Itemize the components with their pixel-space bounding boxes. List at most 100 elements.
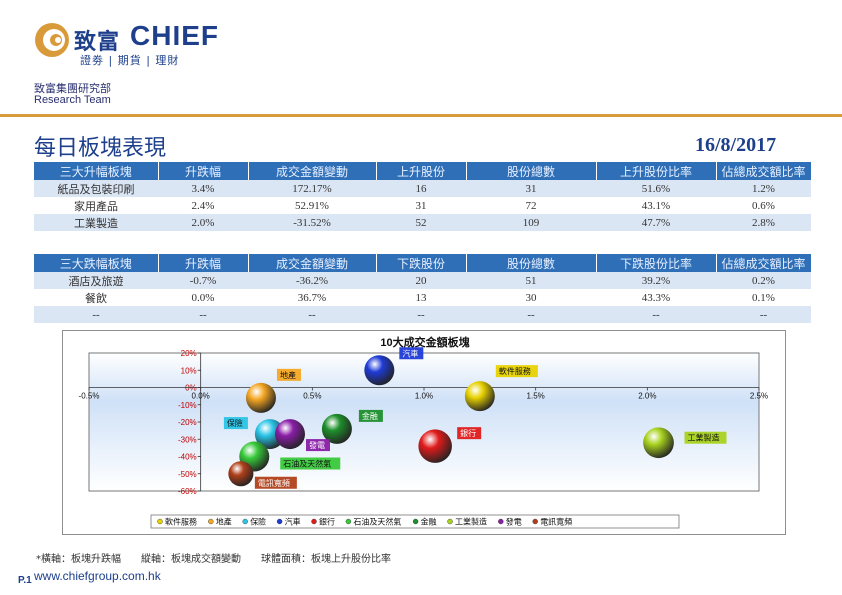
column-header: 下跌股份 bbox=[376, 254, 467, 272]
top-rising-sectors-table: 三大升幅板塊 升跌幅 成交金額變動 上升股份 股份總數 上升股份比率 佔總成交額… bbox=[34, 162, 812, 231]
column-header: 佔總成交額比率 bbox=[716, 254, 812, 272]
table-cell: 31 bbox=[376, 197, 466, 214]
column-header: 佔總成交額比率 bbox=[716, 162, 812, 180]
bubble-label: 發電 bbox=[309, 441, 325, 450]
legend-marker bbox=[242, 518, 248, 525]
department-en: Research Team bbox=[34, 94, 111, 106]
page-title: 每日板塊表現 bbox=[34, 136, 167, 161]
bubble-3 bbox=[364, 355, 395, 386]
bubble-label-box bbox=[223, 417, 248, 430]
y-tick-label: -30% bbox=[178, 435, 197, 444]
y-tick-label: -20% bbox=[178, 418, 197, 427]
column-header: 股份總數 bbox=[466, 162, 597, 180]
column-header: 成交金額變動 bbox=[248, 254, 377, 272]
bubble-label: 軟件服務 bbox=[499, 366, 531, 376]
bubble-label-box bbox=[457, 427, 482, 440]
table-cell: 3.4% bbox=[158, 180, 248, 197]
table-cell: 43.1% bbox=[596, 197, 716, 214]
legend-marker bbox=[345, 518, 352, 525]
y-tick-label: -40% bbox=[178, 453, 197, 462]
table-cell: 13 bbox=[376, 289, 466, 306]
legend-entry: 石油及天然氣 bbox=[353, 517, 401, 527]
table-cell: 工業製造 bbox=[34, 214, 158, 231]
column-header: 上升股份比率 bbox=[596, 162, 717, 180]
legend-entry: 發電 bbox=[506, 518, 522, 527]
table-cell: 紙品及包裝印刷 bbox=[34, 180, 158, 197]
y-tick-label: -60% bbox=[178, 487, 197, 496]
legend-marker bbox=[447, 518, 453, 525]
bubble-label-box bbox=[684, 431, 727, 444]
table-cell: 2.4% bbox=[158, 197, 248, 214]
table-cell: 52.91% bbox=[248, 197, 376, 214]
table-cell: 0.1% bbox=[716, 289, 811, 306]
bubble-label: 電訊寬頻 bbox=[258, 478, 290, 488]
x-tick-label: 2.5% bbox=[750, 392, 768, 401]
table-cell: 0.6% bbox=[716, 197, 811, 214]
table-row: -- -- -- -- -- -- -- bbox=[34, 306, 811, 323]
bubble-label: 石油及天然氣 bbox=[283, 459, 331, 469]
brand-logo-icon bbox=[35, 23, 69, 57]
table-cell: 51 bbox=[466, 272, 596, 289]
bubble-label: 銀行 bbox=[460, 428, 476, 438]
x-tick-label: -0.5% bbox=[79, 392, 100, 401]
bubble-label: 地產 bbox=[280, 370, 296, 380]
column-header: 三大升幅板塊 bbox=[34, 162, 159, 180]
legend-marker bbox=[157, 518, 163, 525]
bubble-label-box bbox=[358, 409, 383, 422]
brand-name-cn: 致富 bbox=[74, 30, 121, 55]
page-number: P.1 bbox=[18, 575, 32, 586]
bubble-label: 工業製造 bbox=[688, 433, 720, 443]
y-tick-label: -10% bbox=[178, 401, 197, 410]
bubble-label-box bbox=[254, 476, 297, 489]
bubble-label-box bbox=[276, 368, 301, 381]
brand-tagline: 證劵 | 期貨 | 理財 bbox=[80, 54, 180, 67]
website-link[interactable]: www.chiefgroup.com.hk bbox=[34, 569, 161, 583]
legend-marker bbox=[412, 518, 419, 525]
table-cell: -- bbox=[596, 306, 716, 323]
table-cell: 47.7% bbox=[596, 214, 716, 231]
table-cell: 36.7% bbox=[248, 289, 376, 306]
chart-footnote: *橫軸：板塊升跌幅 縱軸：板塊成交額變動 球體面積：板塊上升股份比率 bbox=[36, 554, 391, 565]
chart-legend: 軟件服務 地產 保險 汽車 銀行 石油及天然氣 金融 工業製造 發電 電訊寬頻 bbox=[150, 514, 680, 529]
table-cell: 2.8% bbox=[716, 214, 811, 231]
legend-entry: 金融 bbox=[421, 517, 437, 527]
legend-entry: 軟件服務 bbox=[165, 517, 197, 527]
table-cell: 1.2% bbox=[716, 180, 811, 197]
legend-entry: 電訊寬頻 bbox=[540, 517, 572, 527]
legend-marker bbox=[532, 518, 538, 525]
table-cell: 43.3% bbox=[596, 289, 716, 306]
table-cell: 52 bbox=[376, 214, 466, 231]
top-falling-sectors-table: 三大跌幅板塊 升跌幅 成交金額變動 下跌股份 股份總數 下跌股份比率 佔總成交額… bbox=[34, 254, 812, 323]
table-cell: 家用產品 bbox=[34, 197, 158, 214]
table-cell: 餐飲 bbox=[34, 289, 158, 306]
legend-marker bbox=[498, 518, 504, 525]
x-tick-label: 0.0% bbox=[192, 392, 210, 401]
table-cell: 0.2% bbox=[716, 272, 811, 289]
bubble-8 bbox=[275, 419, 305, 450]
table-cell: 0.0% bbox=[158, 289, 248, 306]
y-tick-label: 0% bbox=[185, 384, 197, 393]
table-row: 工業製造 2.0% -31.52% 52 109 47.7% 2.8% bbox=[34, 214, 811, 231]
table-cell: -36.2% bbox=[248, 272, 376, 289]
table-row: 紙品及包裝印刷 3.4% 172.17% 16 31 51.6% 1.2% bbox=[34, 180, 811, 197]
table-cell: -0.7% bbox=[158, 272, 248, 289]
table-cell: 109 bbox=[466, 214, 596, 231]
header-divider bbox=[0, 114, 842, 117]
x-tick-label: 1.5% bbox=[527, 392, 545, 401]
bubble-0 bbox=[464, 381, 495, 412]
column-header: 下跌股份比率 bbox=[596, 254, 717, 272]
department-cn: 致富集團研究部 bbox=[34, 82, 111, 95]
legend-marker bbox=[311, 518, 317, 525]
table-header-row: 三大升幅板塊 升跌幅 成交金額變動 上升股份 股份總數 上升股份比率 佔總成交額… bbox=[34, 162, 812, 180]
bubble-chart-frame: 10大成交金額板塊 20% 10% 0% -10% -20% -30% -40% -50% -6… bbox=[62, 330, 786, 535]
table-cell: -- bbox=[158, 306, 248, 323]
legend-entry: 地產 bbox=[216, 517, 232, 527]
table-header-row: 三大跌幅板塊 升跌幅 成交金額變動 下跌股份 股份總數 下跌股份比率 佔總成交額… bbox=[34, 254, 812, 272]
bubble-label-box bbox=[399, 347, 424, 360]
y-tick-label: 20% bbox=[181, 349, 197, 358]
table-cell: -31.52% bbox=[248, 214, 376, 231]
table-row: 餐飲 0.0% 36.7% 13 30 43.3% 0.1% bbox=[34, 289, 811, 306]
x-tick-label: 0.5% bbox=[303, 392, 321, 401]
y-tick-label: 10% bbox=[181, 366, 197, 375]
table-cell: -- bbox=[716, 306, 811, 323]
